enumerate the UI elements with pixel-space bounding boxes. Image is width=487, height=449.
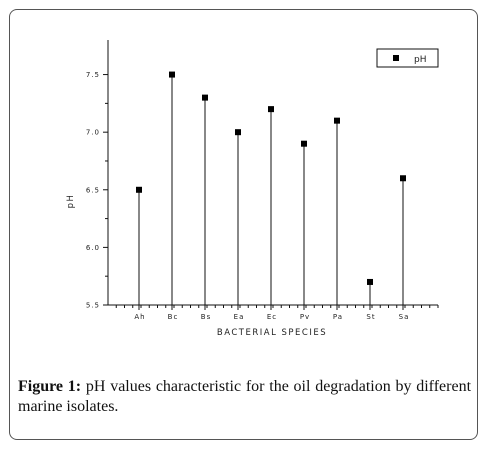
- plot-axes: [107, 40, 438, 306]
- x-tick-label: Pv: [300, 313, 310, 321]
- x-tick-label: Bs: [201, 313, 211, 321]
- x-axis-label: BACTERIAL SPECIES: [217, 328, 327, 338]
- caption-label: Figure 1:: [18, 378, 82, 395]
- y-tick-label: 5.5: [86, 302, 100, 310]
- x-tick-label: Sa: [399, 313, 410, 321]
- legend-box: [376, 48, 439, 68]
- data-point: [235, 129, 241, 136]
- y-tick-label: 6.5: [86, 186, 100, 194]
- drop-lines: [138, 74, 404, 305]
- x-tick-label: Pa: [333, 313, 343, 321]
- data-point: [169, 71, 175, 78]
- y-ticks: 5.5 6.0 6.5 7.0 7.5: [86, 71, 108, 310]
- y-tick-label: 6.0: [86, 244, 100, 252]
- figure-frame: [9, 9, 478, 440]
- x-tick-label: Ah: [134, 313, 145, 321]
- data-points: [136, 71, 406, 285]
- data-point: [202, 94, 208, 101]
- x-tick-label: St: [366, 313, 375, 321]
- figure-caption: Figure 1: pH values characteristic for t…: [18, 377, 471, 417]
- data-point: [268, 106, 274, 113]
- legend: pH: [376, 48, 439, 68]
- data-point: [301, 140, 307, 147]
- data-point: [400, 175, 406, 182]
- x-tick-label: Bc: [168, 313, 179, 321]
- data-point: [367, 278, 373, 285]
- x-tick-label: Ec: [267, 313, 277, 321]
- legend-label: pH: [414, 55, 426, 65]
- y-tick-label: 7.0: [86, 129, 100, 137]
- chart-svg: 5.5 6.0 6.5 7.0 7.5 Ah Bc Bs Ea Ec Pv Pa St Sa pH BA…: [66, 40, 439, 338]
- y-axis-label: pH: [66, 194, 76, 209]
- x-tick-label: Ea: [234, 313, 245, 321]
- y-tick-label: 7.5: [86, 71, 100, 79]
- x-ticks: Ah Bc Bs Ea Ec Pv Pa St Sa: [115, 305, 439, 321]
- data-point: [136, 186, 142, 193]
- legend-marker: [393, 55, 399, 61]
- data-point: [334, 117, 340, 124]
- caption-text: pH values characteristic for the oil deg…: [18, 378, 472, 415]
